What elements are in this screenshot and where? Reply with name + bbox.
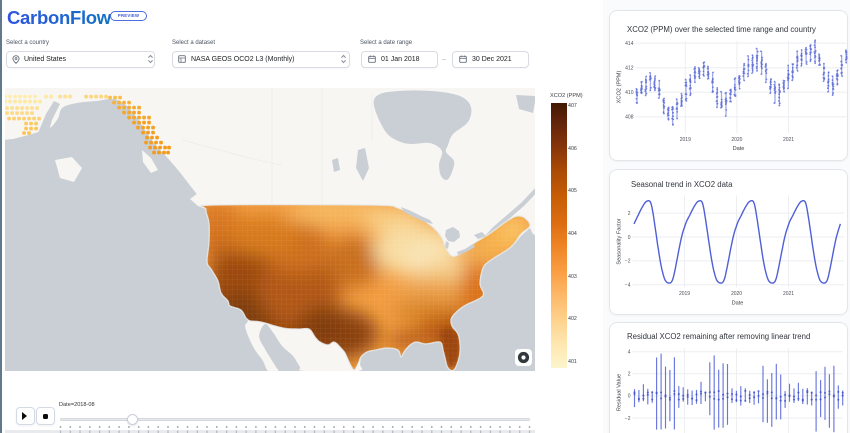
svg-text:XCO2 (PPM): XCO2 (PPM) xyxy=(616,71,622,104)
svg-text:2019: 2019 xyxy=(678,291,689,297)
svg-text:2: 2 xyxy=(627,371,630,377)
svg-text:2019: 2019 xyxy=(679,137,690,143)
svg-text:2: 2 xyxy=(627,210,630,216)
svg-text:2021: 2021 xyxy=(782,291,793,297)
svg-text:Residual Value: Residual Value xyxy=(616,373,622,410)
svg-text:0: 0 xyxy=(627,234,630,240)
svg-text:410: 410 xyxy=(625,90,634,96)
svg-text:Date: Date xyxy=(731,300,743,306)
svg-text:−2: −2 xyxy=(624,258,630,264)
svg-text:−2: −2 xyxy=(624,415,630,421)
svg-text:414: 414 xyxy=(625,41,634,47)
svg-text:−4: −4 xyxy=(624,282,630,288)
svg-text:408: 408 xyxy=(625,115,634,121)
svg-text:2020: 2020 xyxy=(731,137,742,143)
svg-text:412: 412 xyxy=(625,66,634,72)
svg-text:0: 0 xyxy=(627,393,630,399)
svg-text:2021: 2021 xyxy=(782,137,793,143)
svg-text:Seasonality Factor: Seasonality Factor xyxy=(616,218,622,264)
svg-text:2020: 2020 xyxy=(730,291,741,297)
svg-text:4: 4 xyxy=(627,349,630,355)
svg-text:Date: Date xyxy=(732,146,744,152)
